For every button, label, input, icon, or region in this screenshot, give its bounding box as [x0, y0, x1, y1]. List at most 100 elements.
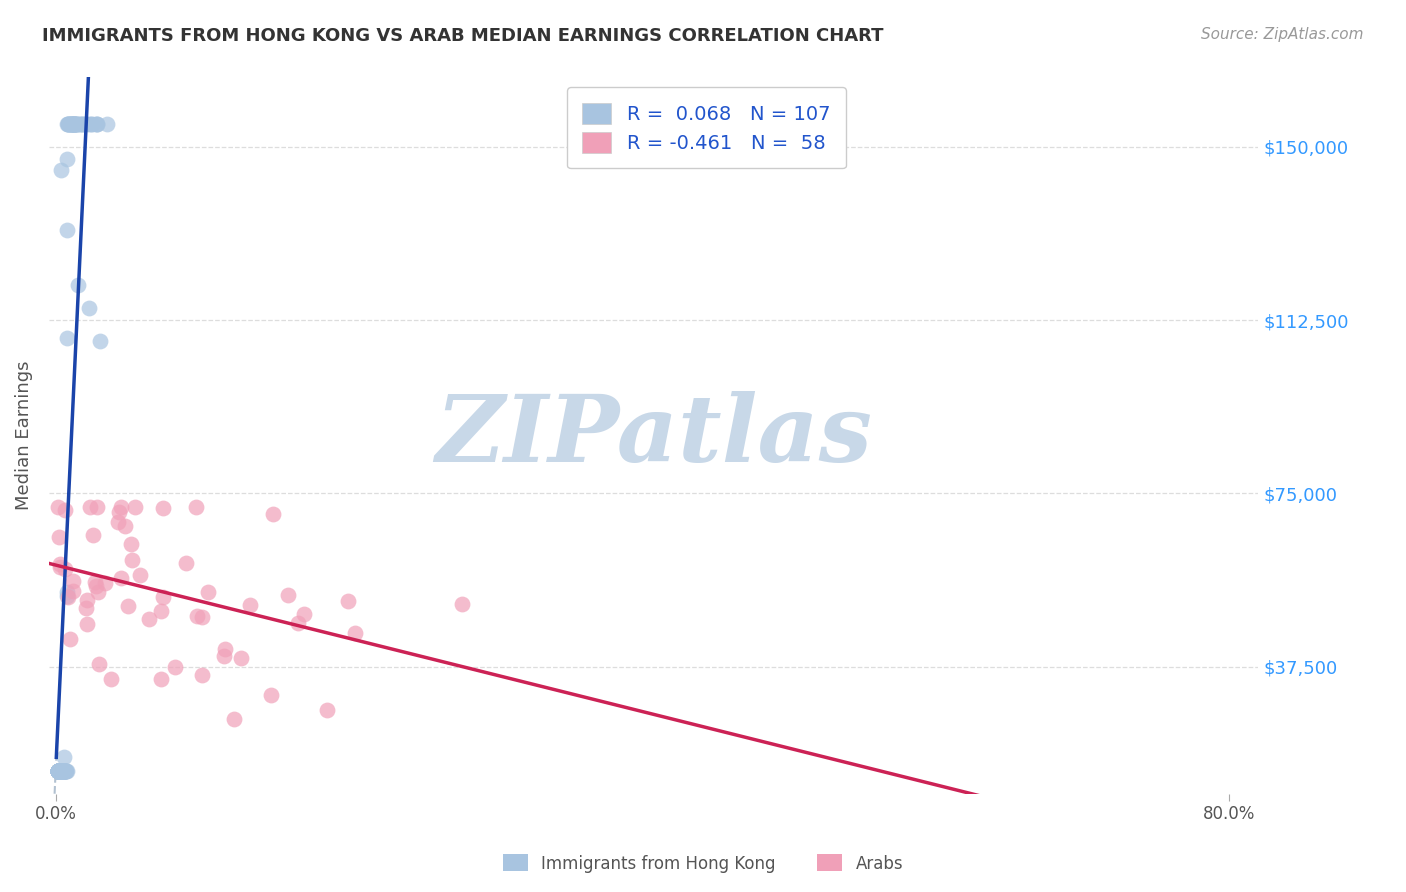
Point: [46, 764, 69, 778]
Point: [73, 117, 96, 131]
Point: [49, 764, 72, 778]
Point: [87, 584, 110, 599]
Point: [46, 764, 69, 778]
Point: [75, 117, 97, 131]
Point: [117, 599, 139, 613]
Point: [48, 764, 70, 778]
Point: [48, 764, 70, 778]
Point: [46, 764, 69, 778]
Point: [62, 583, 84, 598]
Point: [82, 528, 104, 542]
Point: [56, 117, 79, 131]
Point: [53, 764, 76, 778]
Point: [239, 599, 262, 613]
Point: [287, 616, 309, 631]
Point: [59, 117, 82, 131]
Point: [56, 331, 79, 345]
Point: [46, 764, 69, 778]
Point: [62, 574, 84, 589]
Point: [174, 556, 197, 570]
Point: [58, 632, 80, 646]
Point: [46, 764, 69, 778]
Point: [80, 117, 103, 131]
Point: [56, 585, 79, 599]
Point: [48, 764, 70, 778]
Point: [86, 117, 108, 131]
Point: [114, 519, 136, 533]
Point: [62, 117, 84, 131]
Point: [48, 764, 70, 778]
Point: [110, 500, 132, 515]
Point: [65, 117, 87, 131]
Point: [49, 764, 72, 778]
Point: [63, 117, 86, 131]
Point: [55, 223, 77, 237]
Point: [49, 764, 72, 778]
Point: [48, 530, 70, 544]
Point: [62, 117, 84, 131]
Point: [46, 764, 69, 778]
Point: [58, 117, 80, 131]
Point: [121, 552, 143, 566]
Point: [52, 749, 75, 764]
Point: [46, 764, 69, 778]
Point: [66, 117, 89, 131]
Point: [49, 764, 72, 778]
Point: [229, 651, 252, 665]
Point: [53, 764, 76, 778]
Point: [60, 117, 83, 131]
Point: [212, 648, 235, 663]
Text: IMMIGRANTS FROM HONG KONG VS ARAB MEDIAN EARNINGS CORRELATION CHART: IMMIGRANTS FROM HONG KONG VS ARAB MEDIAN…: [42, 27, 884, 45]
Point: [46, 764, 69, 778]
Point: [62, 117, 84, 131]
Y-axis label: Median Earnings: Median Earnings: [15, 360, 32, 510]
Point: [46, 764, 69, 778]
Text: ZIPatlas: ZIPatlas: [436, 391, 872, 481]
Point: [46, 764, 69, 778]
Point: [52, 764, 75, 778]
Point: [59, 117, 82, 131]
Point: [49, 162, 72, 177]
Point: [86, 500, 108, 515]
Point: [46, 764, 69, 778]
Point: [46, 764, 69, 778]
Point: [124, 500, 146, 515]
Text: Source: ZipAtlas.com: Source: ZipAtlas.com: [1201, 27, 1364, 42]
Point: [53, 562, 76, 576]
Point: [49, 764, 72, 778]
Point: [52, 764, 75, 778]
Point: [316, 702, 339, 716]
Point: [53, 764, 76, 778]
Point: [120, 537, 142, 551]
Point: [75, 601, 97, 615]
Point: [53, 503, 76, 517]
Point: [48, 764, 70, 778]
Point: [70, 117, 93, 131]
Point: [84, 579, 107, 593]
Point: [110, 571, 132, 585]
Point: [48, 558, 70, 572]
Point: [51, 764, 73, 778]
Point: [46, 500, 69, 515]
Point: [46, 764, 69, 778]
Point: [76, 593, 98, 607]
Point: [191, 609, 214, 624]
Point: [59, 117, 82, 131]
Point: [56, 117, 79, 131]
Point: [65, 117, 87, 131]
Point: [48, 764, 70, 778]
Point: [77, 301, 100, 316]
Point: [49, 764, 72, 778]
Point: [214, 641, 236, 656]
Point: [67, 278, 90, 293]
Point: [86, 117, 108, 131]
Point: [191, 668, 214, 682]
Point: [80, 117, 103, 131]
Point: [51, 764, 73, 778]
Point: [77, 117, 100, 131]
Point: [53, 764, 76, 778]
Point: [49, 764, 72, 778]
Point: [52, 764, 75, 778]
Legend: Immigrants from Hong Kong, Arabs: Immigrants from Hong Kong, Arabs: [496, 847, 910, 880]
Point: [294, 607, 316, 621]
